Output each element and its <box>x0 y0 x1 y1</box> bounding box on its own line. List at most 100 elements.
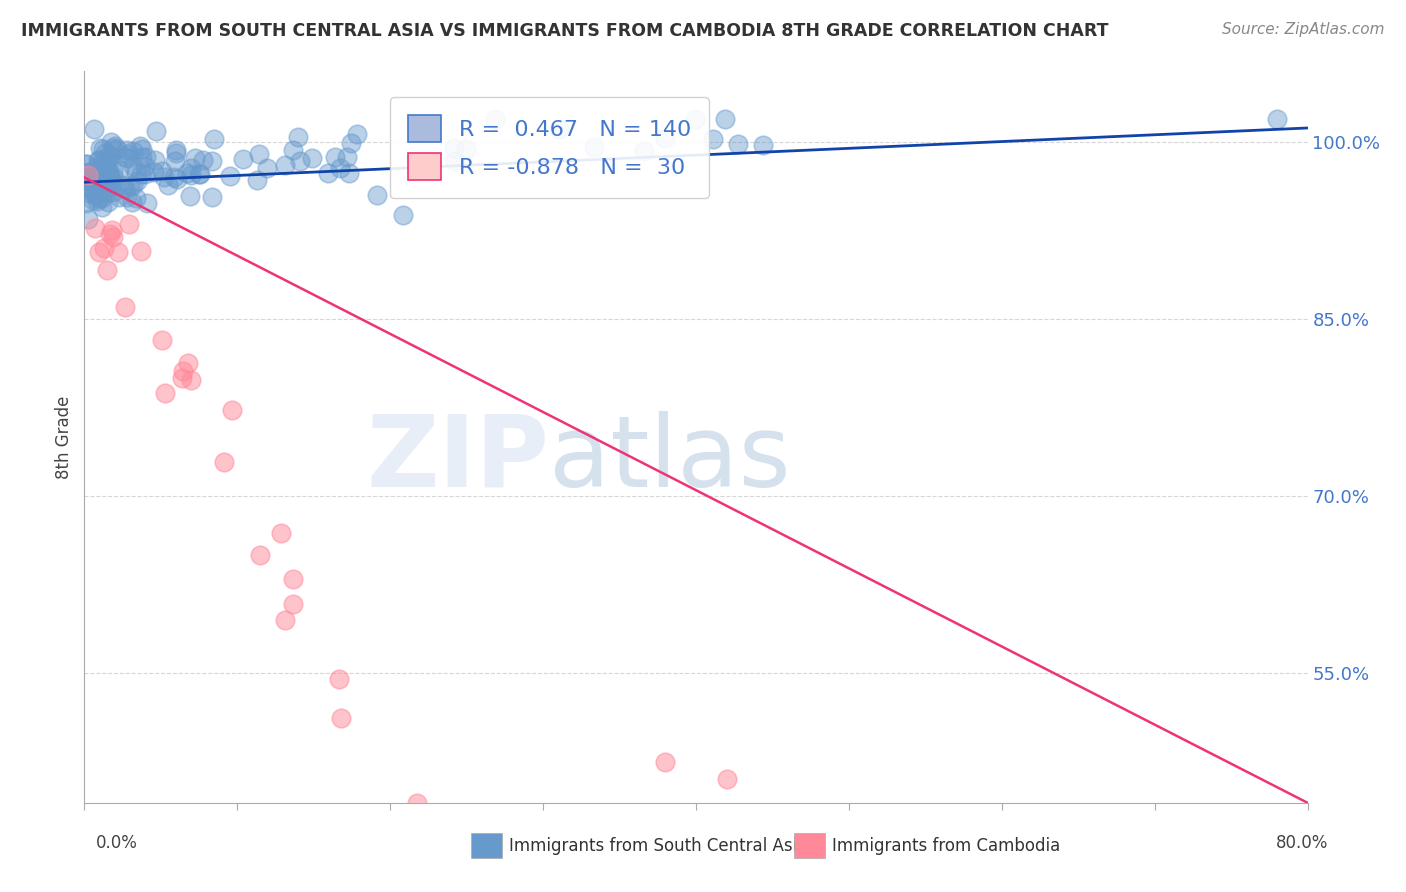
Point <box>107 245 129 260</box>
Point <box>150 334 173 348</box>
Point <box>98 175 121 189</box>
Point <box>188 167 211 181</box>
Point <box>281 143 304 157</box>
Point <box>122 144 145 158</box>
Point <box>101 185 124 199</box>
Point <box>274 159 297 173</box>
Point <box>281 572 304 586</box>
Point <box>96 153 118 168</box>
Point <box>79 186 101 200</box>
Point <box>548 121 571 136</box>
Point <box>91 190 114 204</box>
Point <box>80 169 103 183</box>
Point <box>90 159 112 173</box>
Point <box>94 181 117 195</box>
Point <box>180 373 202 387</box>
Point <box>287 130 309 145</box>
Text: Immigrants from Cambodia: Immigrants from Cambodia <box>832 837 1060 855</box>
Point <box>443 141 465 155</box>
Point <box>337 166 360 180</box>
Point <box>101 223 124 237</box>
Point <box>86 164 108 178</box>
Point <box>184 151 207 165</box>
Point <box>582 140 605 154</box>
Point <box>443 153 465 168</box>
Point <box>75 181 97 195</box>
Point <box>143 153 166 168</box>
Point <box>172 364 194 378</box>
Point <box>104 139 127 153</box>
Point <box>270 526 292 541</box>
Point <box>336 150 359 164</box>
Point <box>201 153 224 168</box>
Point <box>121 195 143 210</box>
Point <box>101 175 124 189</box>
Text: 0.0%: 0.0% <box>96 834 138 852</box>
Point <box>340 136 363 150</box>
Point <box>135 150 157 164</box>
Point <box>89 141 111 155</box>
Point <box>89 153 111 167</box>
Point <box>111 178 134 192</box>
Point <box>103 230 125 244</box>
Point <box>633 144 655 158</box>
Point <box>125 191 148 205</box>
Point <box>145 124 167 138</box>
Text: ZIP: ZIP <box>367 410 550 508</box>
Point <box>87 181 110 195</box>
Point <box>121 160 143 174</box>
Text: Source: ZipAtlas.com: Source: ZipAtlas.com <box>1222 22 1385 37</box>
Point <box>75 196 97 211</box>
Text: atlas: atlas <box>550 410 790 508</box>
Point <box>96 263 118 277</box>
Point <box>77 211 100 226</box>
Point <box>202 132 225 146</box>
Point <box>366 188 388 202</box>
Point <box>96 166 118 180</box>
Point <box>346 127 368 141</box>
Y-axis label: 8th Grade: 8th Grade <box>55 395 73 479</box>
Point <box>86 160 108 174</box>
Point <box>87 171 110 186</box>
Point <box>752 138 775 153</box>
Point <box>176 356 198 370</box>
Point <box>96 172 118 186</box>
Point <box>392 208 415 222</box>
Legend: R =  0.467   N = 140, R = -0.878   N =  30: R = 0.467 N = 140, R = -0.878 N = 30 <box>389 97 709 198</box>
Point <box>98 150 121 164</box>
Point <box>118 178 141 193</box>
Point <box>80 178 103 193</box>
Point <box>100 135 122 149</box>
Point <box>484 112 506 127</box>
Point <box>135 196 157 211</box>
Point <box>290 154 312 169</box>
Point <box>180 161 202 175</box>
Point <box>94 159 117 173</box>
Point <box>76 166 98 180</box>
Point <box>702 132 724 146</box>
Point <box>97 195 120 210</box>
Point <box>79 165 101 179</box>
Text: Immigrants from South Central Asia: Immigrants from South Central Asia <box>509 837 807 855</box>
Point <box>98 179 121 194</box>
Point <box>316 166 339 180</box>
Point <box>180 168 202 182</box>
Point <box>84 188 107 202</box>
Point <box>129 244 152 258</box>
Point <box>165 145 187 160</box>
Point <box>115 189 138 203</box>
Point <box>75 157 97 171</box>
Point <box>163 153 186 168</box>
Point <box>153 170 176 185</box>
Point <box>246 173 269 187</box>
Point <box>107 163 129 178</box>
Text: 80.0%: 80.0% <box>1277 834 1329 852</box>
Point <box>101 140 124 154</box>
Point <box>125 165 148 179</box>
Point <box>83 220 105 235</box>
Point <box>454 142 477 156</box>
Point <box>152 164 174 178</box>
Point <box>179 189 201 203</box>
Point <box>105 142 128 156</box>
Point <box>193 153 215 168</box>
